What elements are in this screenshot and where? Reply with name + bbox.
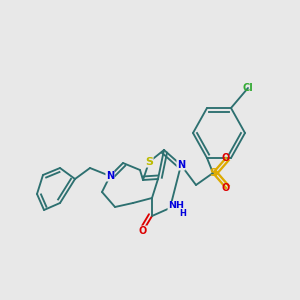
Text: Cl: Cl <box>243 83 254 93</box>
Text: N: N <box>177 160 185 170</box>
Text: S: S <box>209 168 217 178</box>
Text: N: N <box>106 171 114 181</box>
Text: NH: NH <box>168 202 184 211</box>
Text: O: O <box>139 226 147 236</box>
Text: H: H <box>180 209 186 218</box>
Text: S: S <box>145 157 153 167</box>
Text: O: O <box>222 183 230 193</box>
Text: O: O <box>222 153 230 163</box>
